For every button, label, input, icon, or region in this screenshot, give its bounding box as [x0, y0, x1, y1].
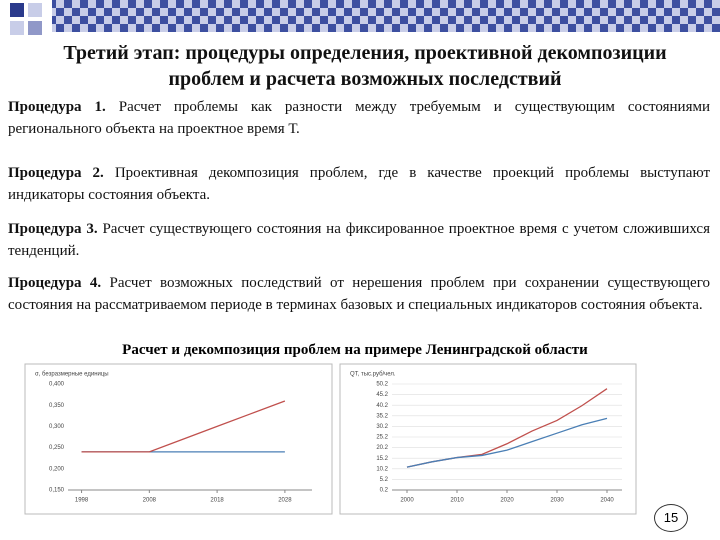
x-tick-label: 2008: [143, 498, 157, 504]
x-tick-label: 2010: [450, 498, 464, 504]
data-line: [406, 417, 608, 468]
y-tick-label: 50.2: [376, 382, 388, 388]
procedure-text: Проективная декомпозиция проблем, где в …: [8, 165, 711, 203]
procedure-label: Процедура 1.: [8, 99, 106, 115]
page-number: 15: [654, 504, 688, 532]
x-tick-label: 2000: [400, 498, 414, 504]
x-tick-label: 2040: [600, 498, 614, 504]
procedure: Процедура 2. Проективная декомпозиция пр…: [8, 162, 710, 206]
chart-frame: [24, 363, 333, 515]
data-line: [406, 388, 608, 468]
y-axis-label: σ, безразмерные единицы: [35, 372, 109, 378]
y-tick-label: 0,400: [49, 382, 65, 388]
charts: σ, безразмерные единицы 0,150 0,200 0,250 0,…: [24, 363, 637, 515]
x-tick-label: 2028: [278, 498, 292, 504]
procedure: Процедура 3. Расчет существующего состоя…: [8, 218, 710, 262]
procedure: Процедура 1. Расчет проблемы как разност…: [8, 96, 710, 140]
y-tick-label: 0,300: [49, 424, 65, 430]
y-tick-label: 0,200: [49, 466, 65, 472]
chart-frame: [339, 363, 637, 515]
data-line: [81, 400, 286, 453]
y-tick-label: 20.2: [376, 445, 388, 451]
y-tick-label: 25.2: [376, 435, 388, 441]
y-axis-label: QT, тыс.руб/чел.: [350, 372, 396, 378]
x-tick-label: 2030: [550, 498, 564, 504]
y-tick-label: 5.2: [380, 477, 389, 483]
y-tick-label: 0.2: [380, 488, 389, 494]
procedure-label: Процедура 4.: [8, 275, 102, 291]
y-tick-label: 0,350: [49, 403, 65, 409]
y-tick-label: 10.2: [376, 466, 388, 472]
figure-caption: Расчет и декомпозиция проблем на примере…: [122, 342, 588, 358]
y-tick-label: 35.2: [376, 413, 388, 419]
y-tick-label: 45.2: [376, 392, 388, 398]
y-tick-label: 0,250: [49, 445, 65, 451]
y-tick-label: 0,150: [49, 488, 65, 494]
procedure-text: Расчет проблемы как разности между требу…: [8, 99, 711, 137]
decor: [10, 0, 720, 35]
procedure: Процедура 4. Расчет возможных последстви…: [8, 272, 710, 316]
procedure-text: Расчет возможных последствий от нерешени…: [8, 275, 710, 313]
title: Третий этап: процедуры определения, прое…: [63, 42, 667, 90]
procedure-text: Расчет существующего состояния на фиксир…: [8, 221, 710, 259]
procedure-label: Процедура 2.: [8, 165, 104, 181]
y-tick-label: 30.2: [376, 424, 388, 430]
x-tick-label: 2020: [500, 498, 514, 504]
x-tick-label: 1998: [75, 498, 89, 504]
y-tick-label: 40.2: [376, 403, 388, 409]
y-tick-label: 15.2: [376, 456, 388, 462]
x-tick-label: 2018: [210, 498, 224, 504]
procedure-label: Процедура 3.: [8, 221, 98, 237]
